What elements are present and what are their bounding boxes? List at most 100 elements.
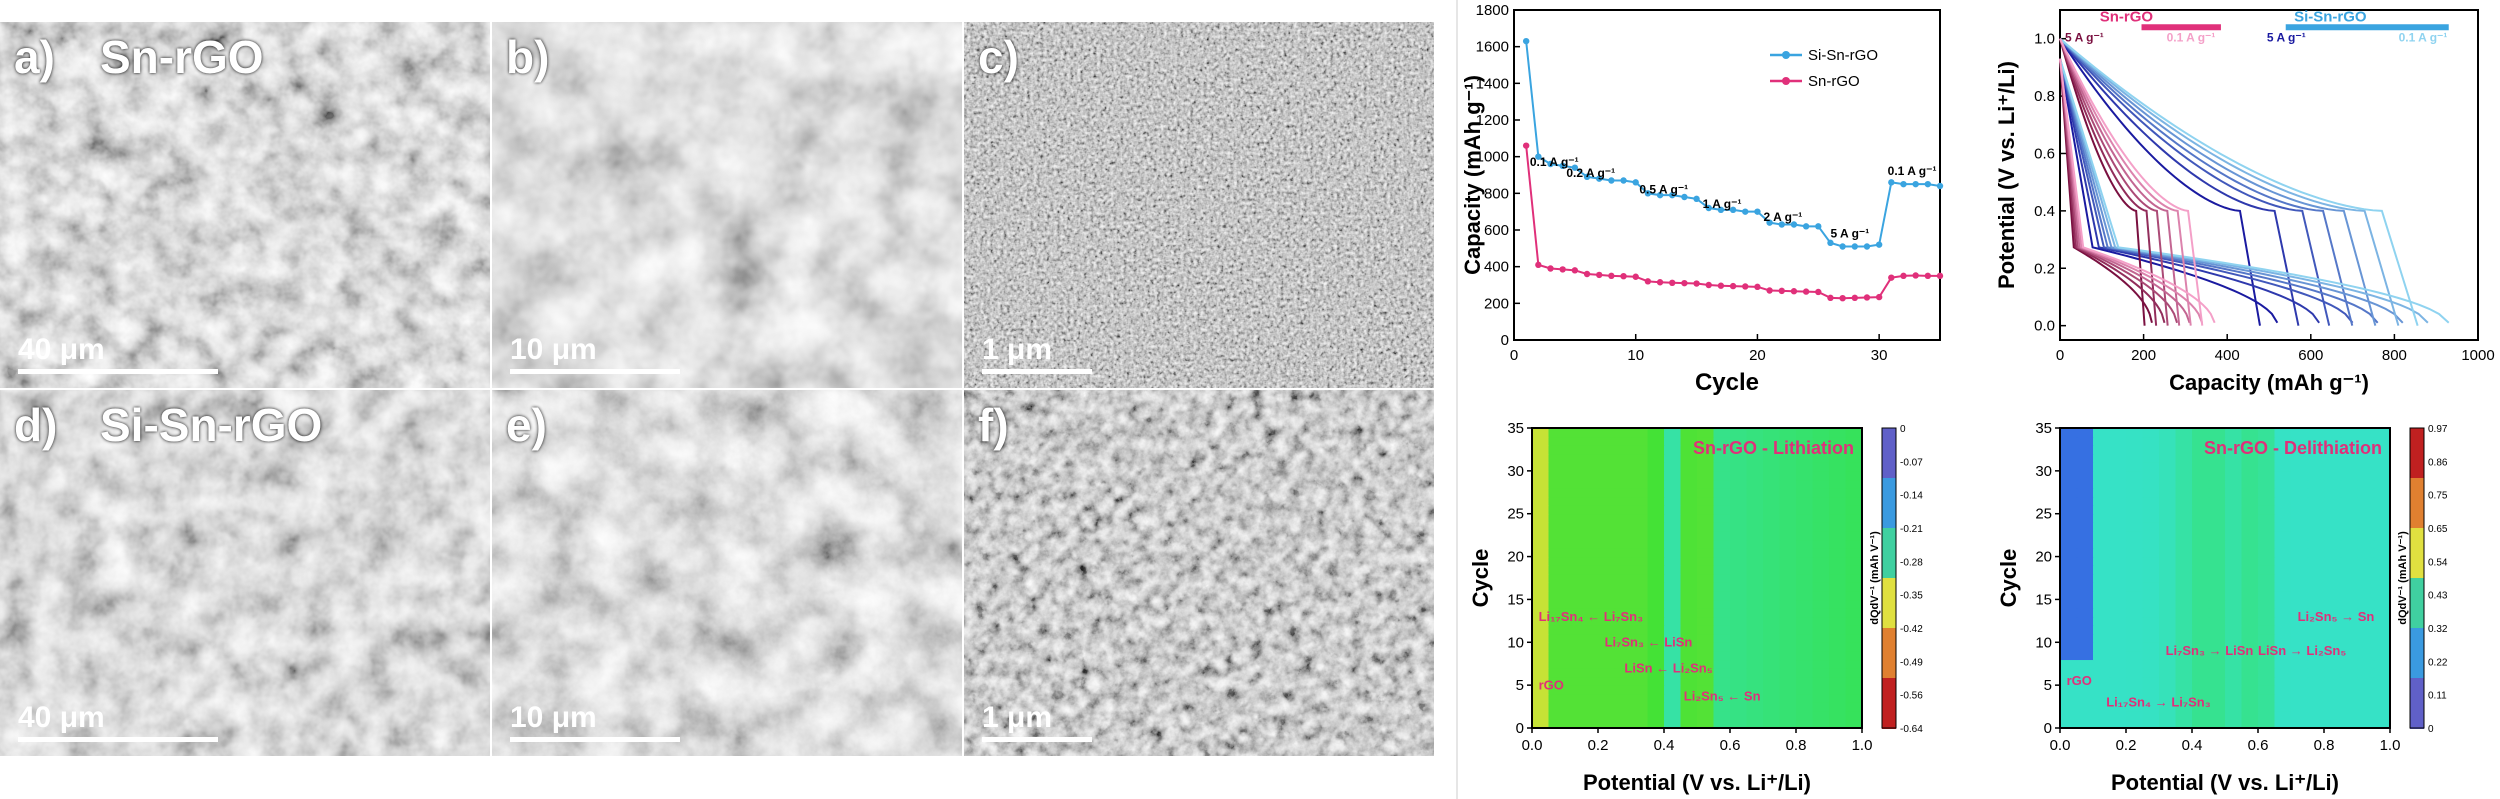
plot-frame: [1513, 9, 1941, 341]
scale-bar-a: 40 μm: [18, 333, 218, 374]
heatmap-cell: [1664, 676, 1682, 686]
heatmap-cell: [1845, 479, 1863, 489]
heatmap-cell: [2241, 616, 2259, 626]
colorbar-segment: [1882, 578, 1896, 629]
heatmap-cell: [1812, 608, 1830, 618]
heatmap-cell: [1581, 496, 1599, 506]
heatmap-cell: [1713, 436, 1731, 446]
heatmap-cell: [1647, 633, 1665, 643]
colorbar-tick-label: 0.43: [2428, 591, 2448, 602]
heatmap-cell: [2274, 453, 2292, 463]
heatmap-cell: [1730, 565, 1748, 575]
legend-marker: [1782, 51, 1790, 59]
heatmap-cell: [1581, 462, 1599, 472]
heatmap-cell: [1829, 445, 1847, 455]
heatmap-cell: [1713, 573, 1731, 583]
heatmap-cell: [1796, 513, 1814, 523]
heatmap-cell: [2373, 659, 2391, 669]
heatmap-cell: [2291, 710, 2309, 721]
heatmap-cell: [2307, 599, 2325, 609]
heatmap-cell: [1730, 496, 1748, 506]
heatmap-cell: [1812, 710, 1830, 721]
heatmap-cell: [1548, 590, 1566, 601]
heatmap-cell: [1697, 590, 1715, 601]
heatmap-cell: [2076, 556, 2094, 566]
heatmap-cell: [2076, 642, 2094, 652]
colorbar-tick-label: -0.35: [1900, 591, 1923, 602]
heatmap-cell: [2225, 702, 2243, 712]
heatmap-cell: [2208, 702, 2226, 712]
heatmap-cell: [2373, 505, 2391, 515]
heatmap-cell: [2357, 462, 2375, 472]
heatmap-cell: [1730, 685, 1748, 695]
heatmap-cell: [2093, 539, 2111, 549]
heatmap-cell: [1565, 702, 1583, 712]
heatmap-cell: [2060, 470, 2078, 481]
heatmap-cell: [2324, 659, 2342, 669]
heatmap-cell: [1763, 625, 1781, 635]
heatmap-cell: [2340, 625, 2358, 635]
heatmap-cell: [2208, 650, 2226, 661]
phase-annotation: LiSn ← Li₂Sn₅: [1624, 660, 1712, 675]
heatmap-cell: [2175, 702, 2193, 712]
heatmap-cell: [1647, 565, 1665, 575]
heatmap-cell: [1746, 488, 1764, 498]
heatmap-cell: [1598, 436, 1616, 446]
heatmap-cell: [1763, 676, 1781, 686]
heatmap-cell: [1812, 522, 1830, 532]
data-point: [1802, 223, 1810, 230]
heatmap-cell: [1532, 702, 1550, 712]
heatmap-cell: [1614, 616, 1632, 626]
heatmap-cell: [1647, 719, 1665, 729]
heatmap-cell: [2142, 633, 2160, 643]
heatmap-cell: [1845, 650, 1863, 661]
heatmap-cell: [2357, 436, 2375, 446]
y-tick-label: 0: [1516, 720, 1524, 737]
heatmap-cell: [1746, 642, 1764, 652]
heatmap-cell: [1796, 650, 1814, 661]
heatmap-cell: [1845, 676, 1863, 686]
heatmap-cell: [2225, 428, 2243, 438]
heatmap-cell: [1829, 453, 1847, 463]
heatmap-cell: [2076, 539, 2094, 549]
heatmap-cell: [2192, 445, 2210, 455]
heatmap-cell: [1598, 599, 1616, 609]
y-tick-label: 5: [1516, 677, 1524, 694]
heatmap-cell: [1614, 462, 1632, 472]
heatmap-cell: [2258, 565, 2276, 575]
heatmap-cell: [1796, 488, 1814, 498]
heatmap-cell: [2159, 693, 2177, 703]
heatmap-cell: [1581, 650, 1599, 661]
heatmap-cell: [1812, 616, 1830, 626]
heatmap-cell: [2060, 436, 2078, 446]
data-point: [1863, 294, 1871, 301]
heatmap-cell: [2208, 428, 2226, 438]
heatmap-cell: [2126, 625, 2144, 635]
heatmap-cell: [1697, 556, 1715, 566]
heatmap-cell: [1581, 702, 1599, 712]
heatmap-cell: [2076, 453, 2094, 463]
heatmap-cell: [2340, 668, 2358, 678]
data-point: [1608, 272, 1615, 280]
colorbar-frame: [1881, 427, 1897, 729]
heatmap-cell: [2274, 685, 2292, 695]
heatmap-cell: [1763, 539, 1781, 549]
heatmap-cell: [2159, 659, 2177, 669]
heatmap-cell: [2109, 522, 2127, 532]
heatmap-cell: [2225, 642, 2243, 652]
heatmap-cell: [1565, 650, 1583, 661]
heatmap-cell: [1730, 556, 1748, 566]
heatmap-cell: [2241, 565, 2259, 575]
heatmap-cell: [1713, 599, 1731, 609]
heatmap-cell: [2291, 582, 2309, 592]
heatmap-cell: [2175, 530, 2193, 541]
heatmap-cell: [2340, 556, 2358, 566]
heatmap-cell: [2208, 582, 2226, 592]
heatmap-cell: [1647, 642, 1665, 652]
heatmap-cell: [1548, 608, 1566, 618]
heatmap-cell: [1845, 633, 1863, 643]
heatmap-cell: [1829, 710, 1847, 721]
heatmap-cell: [2225, 659, 2243, 669]
heatmap-cell: [2126, 719, 2144, 729]
